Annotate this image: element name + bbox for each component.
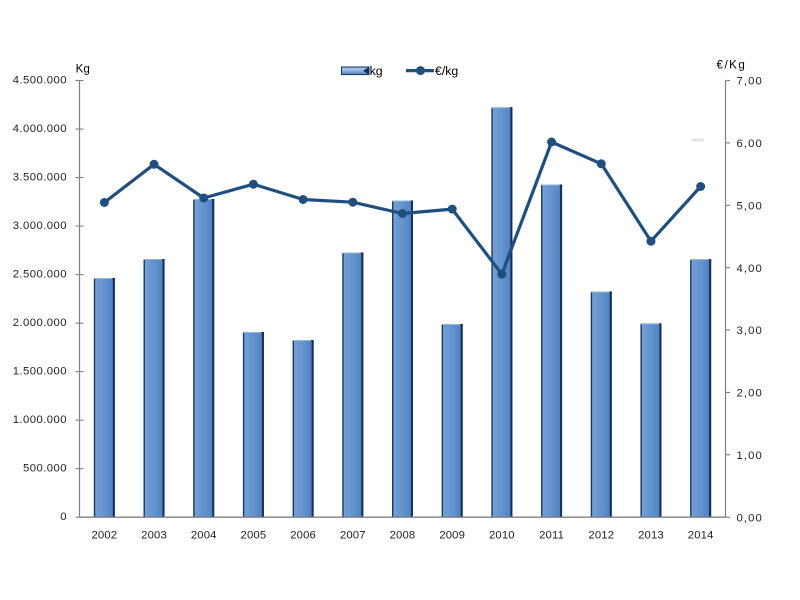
svg-text:3,00: 3,00: [737, 325, 763, 337]
svg-text:5,00: 5,00: [737, 200, 763, 212]
svg-text:2012: 2012: [588, 530, 614, 542]
svg-text:2010: 2010: [489, 530, 515, 542]
svg-text:4,00: 4,00: [737, 263, 763, 275]
svg-text:€/kg: €/kg: [435, 64, 458, 78]
svg-text:0: 0: [60, 511, 67, 523]
svg-text:2014: 2014: [688, 530, 714, 542]
svg-text:4.500.000: 4.500.000: [13, 75, 67, 87]
svg-text:2002: 2002: [91, 530, 117, 542]
svg-text:6,00: 6,00: [737, 138, 763, 150]
svg-text:2008: 2008: [390, 530, 416, 542]
svg-text:1.000.000: 1.000.000: [13, 414, 67, 426]
svg-text:Kg: Kg: [76, 63, 90, 76]
svg-text:3.500.000: 3.500.000: [13, 172, 67, 184]
svg-text:2.000.000: 2.000.000: [13, 317, 67, 329]
svg-text:2011: 2011: [539, 530, 564, 542]
svg-text:1,00: 1,00: [737, 450, 763, 462]
svg-text:2007: 2007: [340, 530, 366, 542]
svg-text:4.000.000: 4.000.000: [13, 123, 67, 135]
svg-text:500.000: 500.000: [23, 463, 67, 475]
svg-text:3.000.000: 3.000.000: [13, 220, 67, 232]
svg-text:kg: kg: [370, 64, 383, 78]
svg-text:2.500.000: 2.500.000: [13, 269, 67, 281]
svg-text:0,00: 0,00: [737, 512, 763, 524]
svg-text:2,00: 2,00: [737, 388, 763, 400]
svg-text:7,00: 7,00: [737, 76, 763, 88]
svg-text:€/Kg: €/Kg: [717, 58, 747, 71]
svg-text:2009: 2009: [439, 530, 465, 542]
svg-text:1.500.000: 1.500.000: [13, 366, 67, 378]
svg-text:2006: 2006: [290, 530, 316, 542]
svg-text:2003: 2003: [141, 530, 167, 542]
svg-text:2004: 2004: [191, 530, 217, 542]
svg-text:2013: 2013: [638, 530, 664, 542]
svg-text:2005: 2005: [241, 530, 267, 542]
